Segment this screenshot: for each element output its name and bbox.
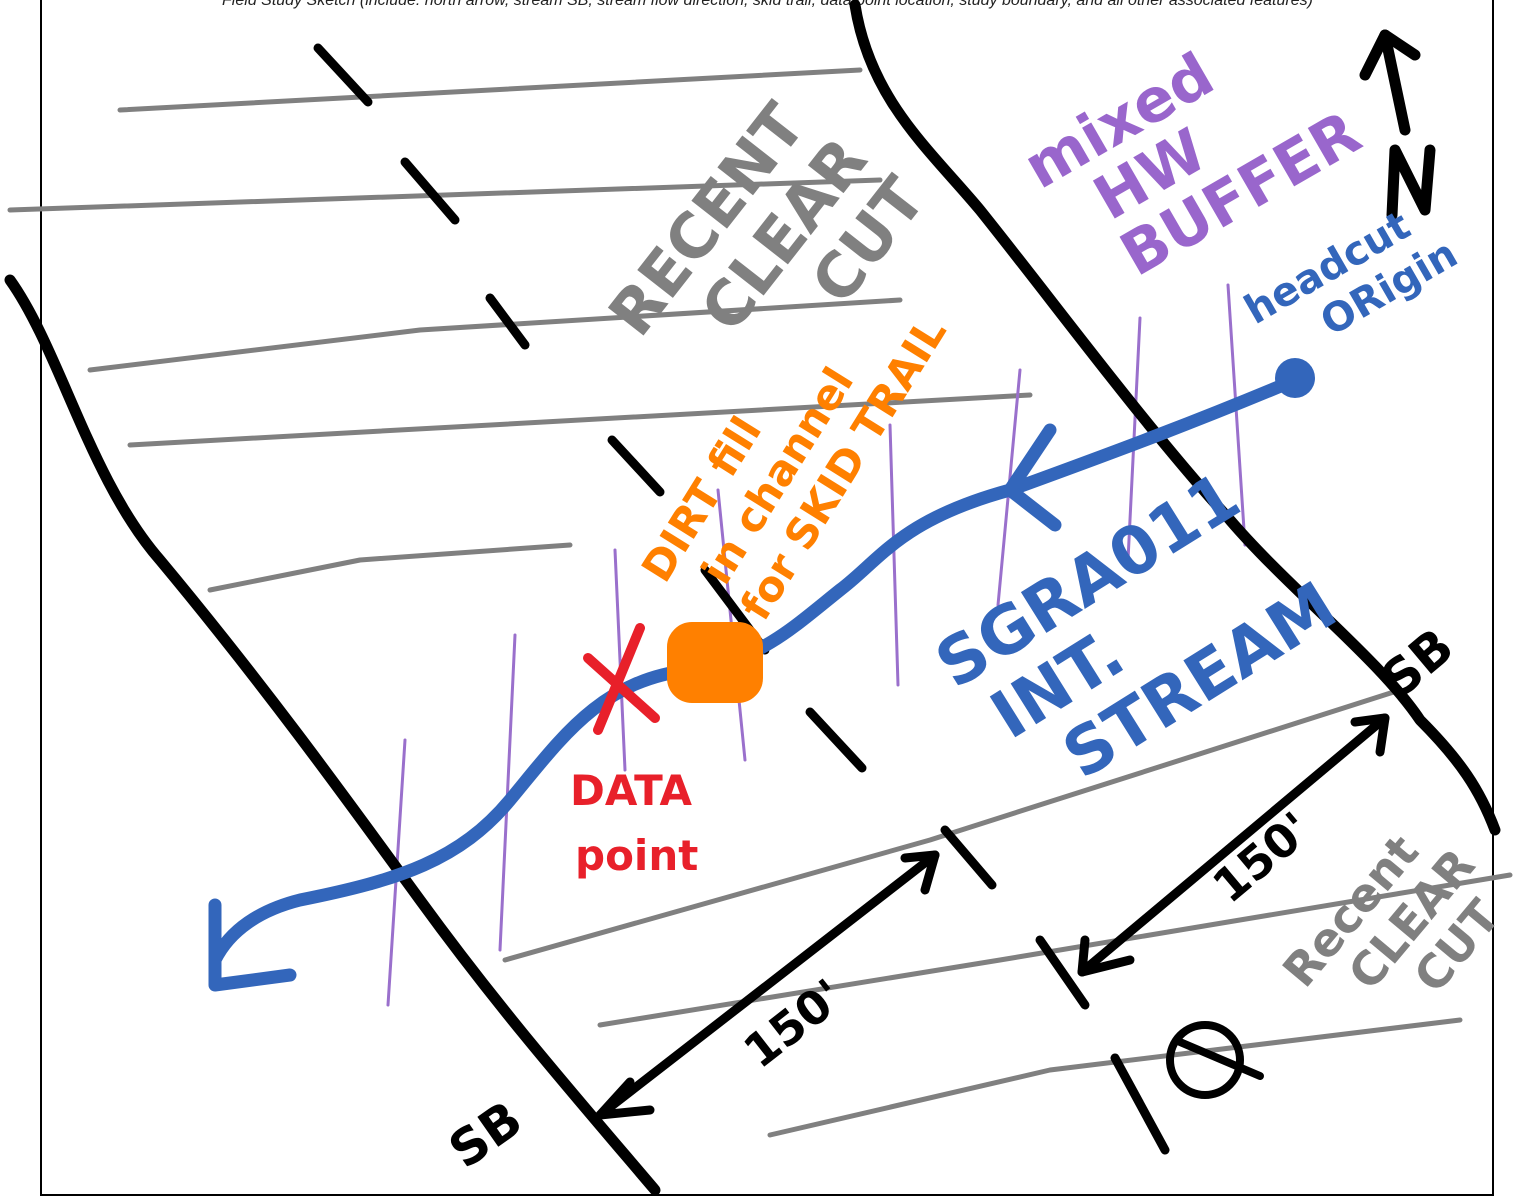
sb-label-bottom: SB: [439, 1090, 533, 1180]
data-point-x-icon: [583, 623, 660, 735]
sketch-frame: [40, 0, 1494, 1196]
skid-trail-fill-icon: [667, 622, 763, 703]
slope-ticks: [313, 43, 1170, 1155]
stream-banks: [4, 0, 1501, 1196]
headcut-label: headcut ORigin: [1237, 189, 1465, 375]
measurement-arrow-1: [595, 850, 940, 1120]
data-point-label: DATA point: [570, 766, 707, 880]
sketch-instructions: Field Study Sketch (include: north arrow…: [222, 0, 1313, 9]
measurement-arrow-2: [1077, 713, 1390, 977]
centerline-icon: [1166, 1021, 1264, 1099]
headcut-dot-icon: [1275, 358, 1315, 398]
clearcut-lines-bottom: [597, 872, 1513, 1138]
north-arrow-icon: [1359, 29, 1436, 221]
clearcut-lines-top: [7, 67, 1403, 963]
